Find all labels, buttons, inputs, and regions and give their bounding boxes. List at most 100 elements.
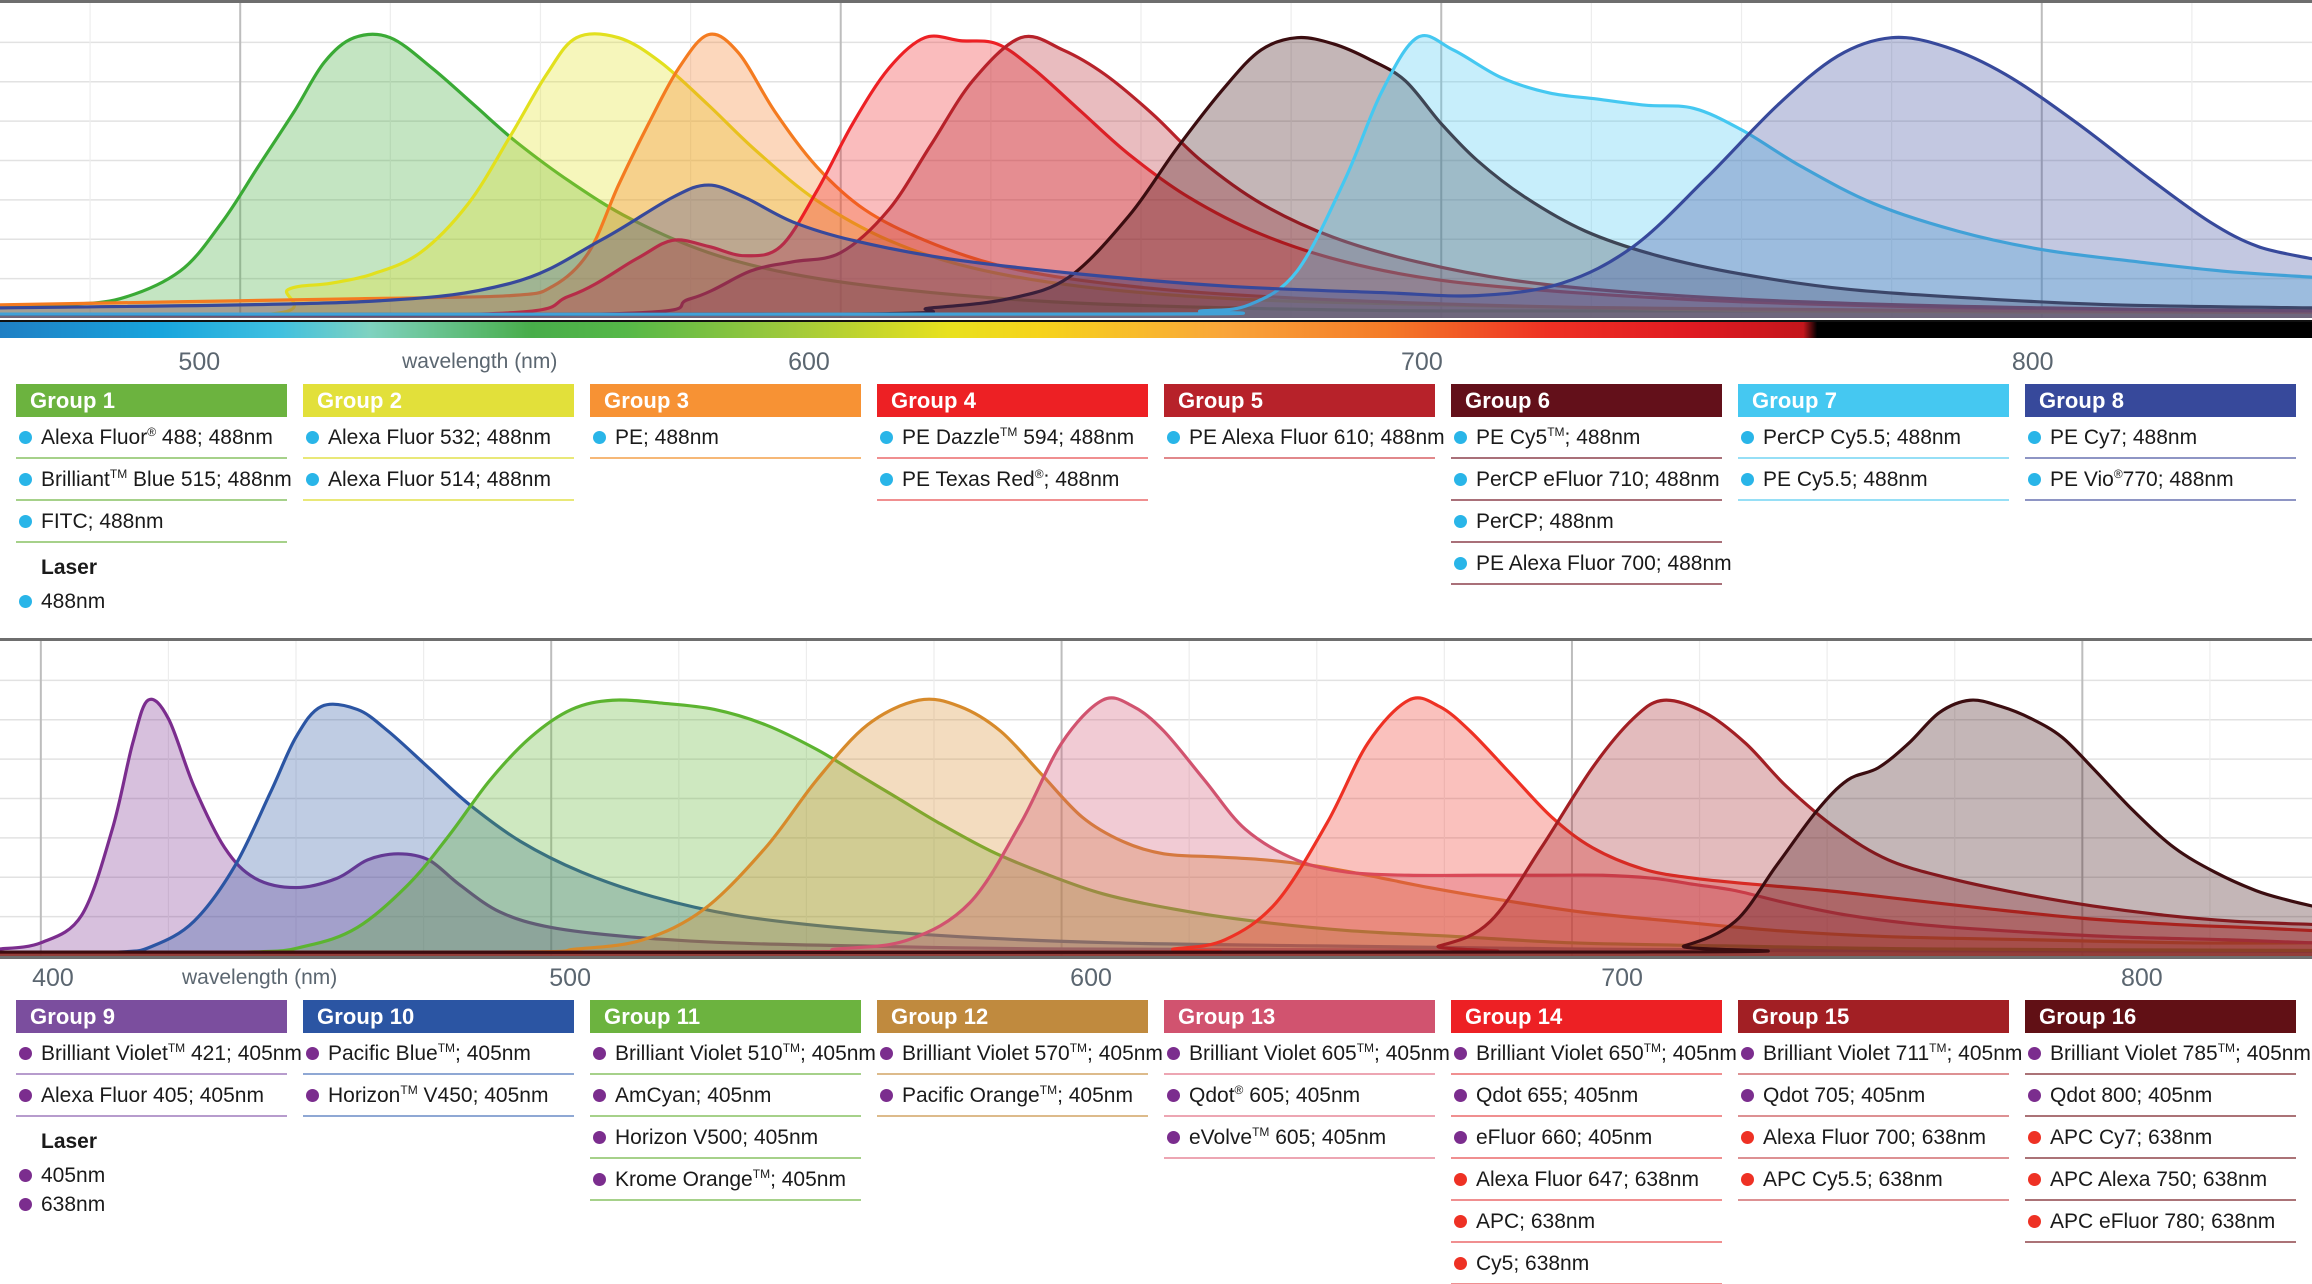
group-header[interactable]: Group 13: [1164, 1000, 1435, 1033]
dye-row[interactable]: PE Alexa Fluor 610; 488nm: [1164, 417, 1445, 459]
dye-row[interactable]: PerCP eFluor 710; 488nm: [1451, 459, 1722, 501]
dye-label: PerCP Cy5.5; 488nm: [1763, 425, 1962, 449]
dye-label: Brilliant Violet 785TM; 405nm: [2050, 1041, 2311, 1065]
dye-row[interactable]: FITC; 488nm: [16, 501, 287, 543]
dye-row[interactable]: Cy5; 638nm: [1451, 1243, 1722, 1284]
laser-color-dot-icon: [1454, 1130, 1467, 1144]
dye-row[interactable]: APC; 638nm: [1451, 1201, 1722, 1243]
x-axis-rule: [0, 956, 2312, 959]
x-axis-labels-488: 500 600 700 800 wavelength (nm): [0, 348, 2312, 378]
laser-color-dot-icon: [1741, 1172, 1754, 1186]
dye-row[interactable]: Horizon V500; 405nm: [590, 1117, 861, 1159]
x-axis-labels-405-638: 400 500 600 700 800 wavelength (nm): [0, 964, 2312, 994]
dye-row[interactable]: PE; 488nm: [590, 417, 861, 459]
group-header[interactable]: Group 16: [2025, 1000, 2296, 1033]
group-header[interactable]: Group 10: [303, 1000, 574, 1033]
dye-row[interactable]: Brilliant Violet 605TM; 405nm: [1164, 1033, 1450, 1075]
group-header[interactable]: Group 6: [1451, 384, 1722, 417]
laser-color-dot-icon: [593, 1172, 606, 1186]
spectrum-curve: [0, 35, 2312, 318]
laser-legend-title: Laser: [41, 556, 98, 579]
dye-row[interactable]: BrilliantTM Blue 515; 488nm: [16, 459, 292, 501]
laser-color-dot-icon: [593, 430, 606, 444]
laser-color-dot-icon: [1741, 430, 1754, 444]
dye-row[interactable]: Brilliant Violet 785TM; 405nm: [2025, 1033, 2311, 1075]
dye-row[interactable]: Pacific OrangeTM; 405nm: [877, 1075, 1148, 1117]
group-header[interactable]: Group 12: [877, 1000, 1148, 1033]
dye-row[interactable]: PE Alexa Fluor 700; 488nm: [1451, 543, 1732, 585]
laser-color-dot-icon: [19, 1198, 32, 1211]
dye-label: Alexa Fluor 700; 638nm: [1763, 1125, 1986, 1149]
dye-row[interactable]: Brilliant Violet 711TM; 405nm: [1738, 1033, 2022, 1075]
dye-row[interactable]: Brilliant Violet 570TM; 405nm: [877, 1033, 1163, 1075]
dye-row[interactable]: PerCP Cy5.5; 488nm: [1738, 417, 2009, 459]
dye-row[interactable]: PE Texas Red®; 488nm: [877, 459, 1148, 501]
dye-row[interactable]: PE Cy5TM; 488nm: [1451, 417, 1722, 459]
dye-row[interactable]: PerCP; 488nm: [1451, 501, 1722, 543]
dye-row[interactable]: Brilliant Violet 650TM; 405nm: [1451, 1033, 1737, 1075]
dye-row[interactable]: PE Cy7; 488nm: [2025, 417, 2296, 459]
dye-label: APC Cy5.5; 638nm: [1763, 1167, 1943, 1191]
dye-row[interactable]: Alexa Fluor 700; 638nm: [1738, 1117, 2009, 1159]
legend-group-column: Group 1 Alexa Fluor® 488; 488nm BrilliantT…: [16, 384, 292, 616]
legend-group-column: Group 11 Brilliant Violet 510TM; 405nm AmC…: [590, 1000, 876, 1284]
legend-group-column: Group 8 PE Cy7; 488nm PE Vio®770; 488nm: [2025, 384, 2296, 616]
laser-color-dot-icon: [2028, 472, 2041, 486]
dye-row[interactable]: Alexa Fluor 405; 405nm: [16, 1075, 287, 1117]
laser-color-dot-icon: [306, 430, 319, 444]
dye-label: Brilliant Violet 605TM; 405nm: [1189, 1041, 1450, 1065]
laser-row: 488nm: [16, 587, 287, 616]
group-header[interactable]: Group 3: [590, 384, 861, 417]
laser-color-dot-icon: [1454, 430, 1467, 444]
dye-row[interactable]: AmCyan; 405nm: [590, 1075, 861, 1117]
legend-group-column: Group 4 PE DazzleTM 594; 488nm PE Texas Re…: [877, 384, 1148, 616]
group-header[interactable]: Group 9: [16, 1000, 287, 1033]
dye-row[interactable]: APC Cy5.5; 638nm: [1738, 1159, 2009, 1201]
group-header[interactable]: Group 14: [1451, 1000, 1722, 1033]
group-header[interactable]: Group 5: [1164, 384, 1435, 417]
dye-row[interactable]: Qdot 800; 405nm: [2025, 1075, 2296, 1117]
x-axis-tick-800: 800: [2120, 964, 2163, 992]
laser-wavelength-label: 405nm: [41, 1163, 106, 1187]
dye-row[interactable]: PE DazzleTM 594; 488nm: [877, 417, 1148, 459]
dye-label: PE Cy7; 488nm: [2050, 425, 2198, 449]
dye-row[interactable]: Brilliant Violet 510TM; 405nm: [590, 1033, 876, 1075]
group-header[interactable]: Group 8: [2025, 384, 2296, 417]
dye-row[interactable]: APC eFluor 780; 638nm: [2025, 1201, 2296, 1243]
group-header[interactable]: Group 4: [877, 384, 1148, 417]
dye-label: Krome OrangeTM; 405nm: [615, 1167, 846, 1191]
dye-row[interactable]: Alexa Fluor 514; 488nm: [303, 459, 574, 501]
dye-row[interactable]: Alexa Fluor 532; 488nm: [303, 417, 574, 459]
dye-row[interactable]: Qdot 705; 405nm: [1738, 1075, 2009, 1117]
dye-row[interactable]: PE Vio®770; 488nm: [2025, 459, 2296, 501]
group-header[interactable]: Group 2: [303, 384, 574, 417]
dye-row[interactable]: HorizonTM V450; 405nm: [303, 1075, 574, 1117]
laser-color-dot-icon: [19, 514, 32, 528]
dye-row[interactable]: PE Cy5.5; 488nm: [1738, 459, 2009, 501]
dye-row[interactable]: APC Alexa 750; 638nm: [2025, 1159, 2296, 1201]
dye-row[interactable]: Qdot® 605; 405nm: [1164, 1075, 1435, 1117]
dye-label: PE Cy5TM; 488nm: [1476, 425, 1641, 449]
dye-row[interactable]: Brilliant VioletTM 421; 405nm: [16, 1033, 302, 1075]
dye-label: PE Alexa Fluor 610; 488nm: [1189, 425, 1445, 449]
dye-row[interactable]: Alexa Fluor® 488; 488nm: [16, 417, 287, 459]
group-header[interactable]: Group 7: [1738, 384, 2009, 417]
group-header[interactable]: Group 15: [1738, 1000, 2009, 1033]
spectra-chart-488: [0, 0, 2312, 318]
group-header[interactable]: Group 1: [16, 384, 287, 417]
spectra-svg-405-638: [0, 641, 2312, 956]
group-header[interactable]: Group 11: [590, 1000, 861, 1033]
dye-row[interactable]: Alexa Fluor 647; 638nm: [1451, 1159, 1722, 1201]
dye-label: APC Alexa 750; 638nm: [2050, 1167, 2268, 1191]
dye-row[interactable]: Qdot 655; 405nm: [1451, 1075, 1722, 1117]
dye-label: Brilliant Violet 711TM; 405nm: [1763, 1041, 2023, 1065]
dye-row[interactable]: APC Cy7; 638nm: [2025, 1117, 2296, 1159]
dye-row[interactable]: Krome OrangeTM; 405nm: [590, 1159, 861, 1201]
legend-group-column: Group 3 PE; 488nm: [590, 384, 861, 616]
x-axis-tick-500: 500: [178, 348, 221, 376]
dye-label: Horizon V500; 405nm: [615, 1125, 819, 1149]
dye-row[interactable]: Pacific BlueTM; 405nm: [303, 1033, 574, 1075]
dye-row[interactable]: eFluor 660; 405nm: [1451, 1117, 1722, 1159]
dye-row[interactable]: eVolveTM 605; 405nm: [1164, 1117, 1435, 1159]
